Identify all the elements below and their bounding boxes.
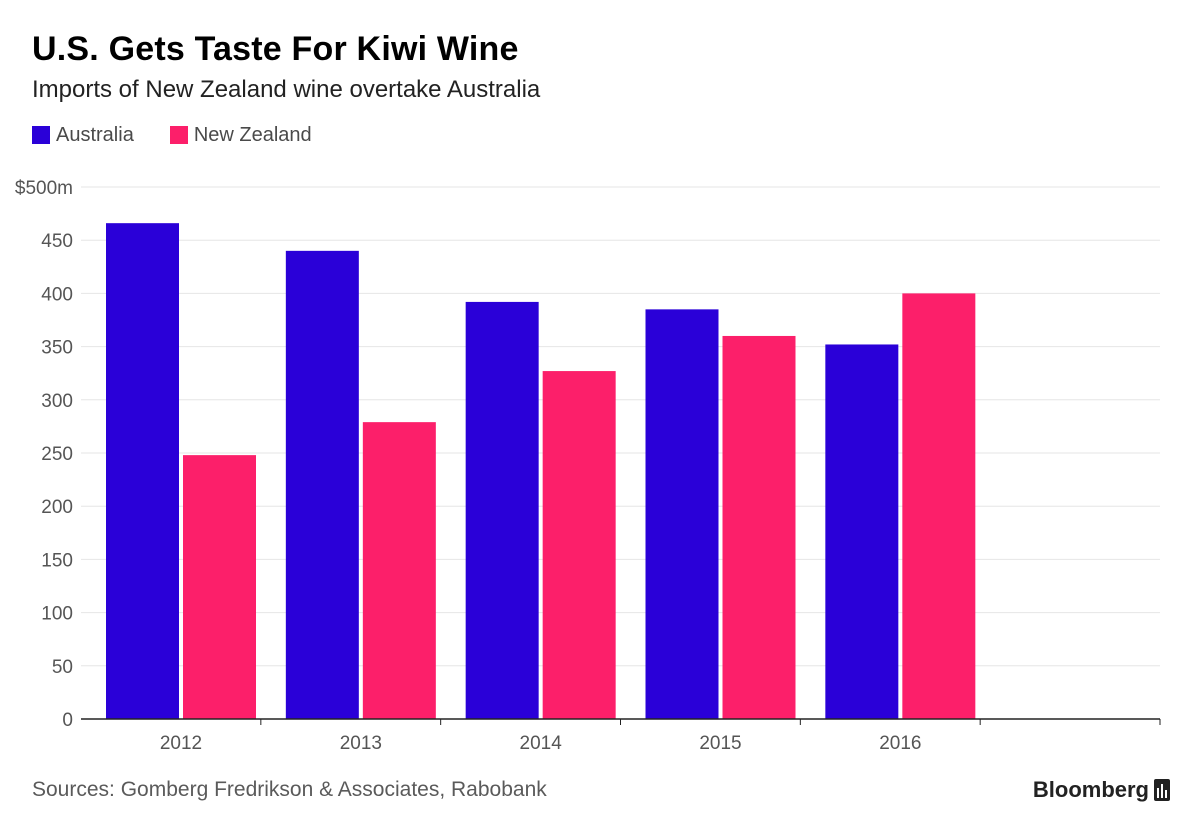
bloomberg-bars-icon <box>1154 779 1170 801</box>
legend-label-australia: Australia <box>56 123 134 146</box>
x-tick-label: 2012 <box>160 733 202 754</box>
chart-title: U.S. Gets Taste For Kiwi Wine <box>32 30 519 68</box>
y-tick-label: 0 <box>62 710 73 731</box>
bar-new-zealand <box>722 335 796 719</box>
bar-australia <box>645 309 719 719</box>
gridlines <box>81 186 1160 667</box>
bar-new-zealand <box>362 422 436 719</box>
bars <box>106 223 976 719</box>
brand-name: Bloomberg <box>1032 777 1149 802</box>
y-tick-label: $500m <box>15 178 73 199</box>
bar-australia <box>465 301 539 719</box>
x-tick-label: 2014 <box>520 733 563 754</box>
x-axis <box>81 718 1161 725</box>
y-tick-label: 400 <box>41 284 73 305</box>
y-tick-label: 450 <box>41 231 73 252</box>
bar-australia <box>285 250 359 719</box>
x-tick-label: 2013 <box>340 733 382 754</box>
y-tick-label: 150 <box>41 550 73 571</box>
y-tick-label: 100 <box>41 604 73 625</box>
chart-subtitle: Imports of New Zealand wine overtake Aus… <box>32 76 541 103</box>
bar-australia <box>106 223 179 719</box>
y-tick-label: 350 <box>41 338 73 359</box>
legend-item-new-zealand: New Zealand <box>169 123 312 147</box>
bar-new-zealand <box>542 371 616 719</box>
x-tick-label: 2016 <box>879 733 921 754</box>
legend-swatch-new-zealand <box>169 126 188 144</box>
legend-label-new-zealand: New Zealand <box>193 123 312 146</box>
bar-australia <box>825 344 899 719</box>
source-note: Sources: Gomberg Fredrikson & Associates… <box>32 778 547 801</box>
bar-new-zealand <box>183 455 256 719</box>
y-tick-label: 250 <box>41 444 73 465</box>
y-tick-label: 300 <box>41 391 73 412</box>
x-tick-label: 2015 <box>699 733 741 754</box>
y-tick-label: 200 <box>41 497 73 518</box>
y-tick-label: 50 <box>52 657 73 678</box>
legend-item-australia: Australia <box>32 124 134 147</box>
brand-logo: Bloomberg <box>1033 777 1170 803</box>
axis-labels: 0 50 100 150 200 250 300 350 400 450 $500m 2012 2013… <box>15 178 922 754</box>
bar-new-zealand <box>902 293 976 719</box>
legend: Australia New Zealand <box>32 122 348 148</box>
legend-swatch-australia <box>32 126 50 144</box>
